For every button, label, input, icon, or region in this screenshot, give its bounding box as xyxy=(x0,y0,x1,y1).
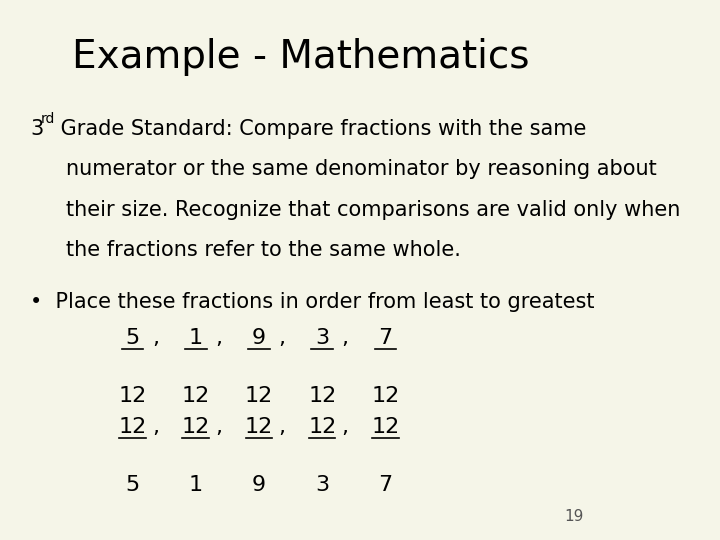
Text: ,: , xyxy=(341,328,348,348)
Text: rd: rd xyxy=(41,112,55,126)
Text: 12: 12 xyxy=(245,386,273,406)
Text: 12: 12 xyxy=(118,386,147,406)
Text: 12: 12 xyxy=(372,417,400,437)
Text: 7: 7 xyxy=(379,475,392,495)
Text: numerator or the same denominator by reasoning about: numerator or the same denominator by rea… xyxy=(66,159,657,179)
Text: 1: 1 xyxy=(189,475,203,495)
Text: ,: , xyxy=(152,328,159,348)
Text: Grade Standard: Compare fractions with the same: Grade Standard: Compare fractions with t… xyxy=(54,119,587,139)
Text: 12: 12 xyxy=(372,386,400,406)
Text: 19: 19 xyxy=(564,509,584,524)
Text: ,: , xyxy=(279,417,285,437)
Text: 5: 5 xyxy=(125,475,140,495)
Text: 1: 1 xyxy=(189,328,203,348)
Text: 12: 12 xyxy=(181,386,210,406)
Text: ,: , xyxy=(341,417,348,437)
Text: Example - Mathematics: Example - Mathematics xyxy=(73,38,530,76)
Text: 9: 9 xyxy=(252,328,266,348)
Text: 12: 12 xyxy=(181,417,210,437)
Text: •  Place these fractions in order from least to greatest: • Place these fractions in order from le… xyxy=(30,292,595,312)
Text: 12: 12 xyxy=(245,417,273,437)
Text: 12: 12 xyxy=(308,417,336,437)
Text: ,: , xyxy=(279,328,285,348)
Text: ,: , xyxy=(152,417,159,437)
Text: ,: , xyxy=(215,417,222,437)
Text: 7: 7 xyxy=(379,328,392,348)
Text: their size. Recognize that comparisons are valid only when: their size. Recognize that comparisons a… xyxy=(66,200,680,220)
Text: 3: 3 xyxy=(315,475,329,495)
Text: ,: , xyxy=(215,328,222,348)
Text: 5: 5 xyxy=(125,328,140,348)
Text: the fractions refer to the same whole.: the fractions refer to the same whole. xyxy=(66,240,461,260)
Text: 9: 9 xyxy=(252,475,266,495)
Text: 12: 12 xyxy=(118,417,147,437)
Text: 3: 3 xyxy=(315,328,329,348)
Text: 12: 12 xyxy=(308,386,336,406)
Text: 3: 3 xyxy=(30,119,43,139)
